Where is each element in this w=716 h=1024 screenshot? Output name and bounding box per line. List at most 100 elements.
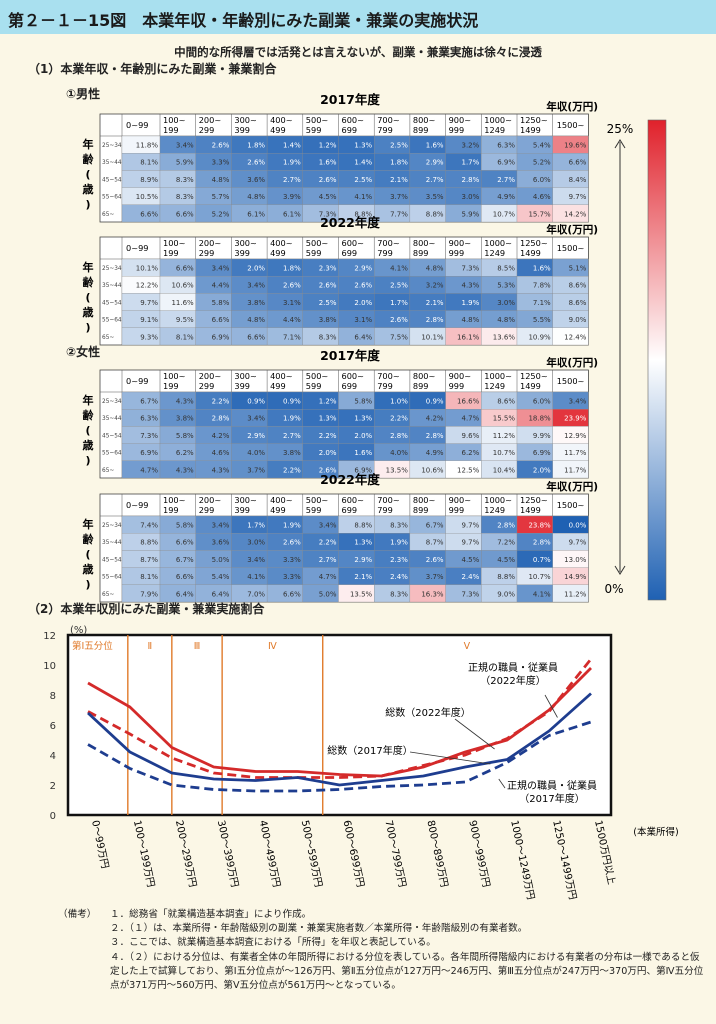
heat-cell-value: 16.1% xyxy=(457,333,480,341)
age-axis-label: ) xyxy=(85,198,90,211)
age-group-label: 55~64 xyxy=(102,575,122,581)
heat-cell-value: 14.9% xyxy=(564,573,587,581)
age-axis-label: 齢 xyxy=(83,275,95,289)
heat-cell-value: 5.4% xyxy=(212,573,230,581)
income-bracket-label: 299 xyxy=(199,505,215,515)
annotation-reg-2017: 正規の職員・従業員 xyxy=(507,779,597,792)
heat-cell xyxy=(552,460,589,479)
heat-cell-value: 4.9% xyxy=(426,449,444,457)
heat-cell-value: 3.8% xyxy=(283,449,301,457)
age-group-label: 35~44 xyxy=(102,416,122,422)
income-bracket-label: 600~ xyxy=(342,371,365,381)
heat-cell-value: 1.9% xyxy=(283,415,301,423)
age-group-label: 35~44 xyxy=(102,540,122,546)
heat-cell-value: 0.0% xyxy=(569,522,587,530)
age-group-label: 55~64 xyxy=(102,195,122,201)
annotation-arrow xyxy=(498,778,506,789)
heat-cell-value: 2.2% xyxy=(283,466,301,474)
heat-cell xyxy=(552,204,589,223)
y-tick-label: 8 xyxy=(50,691,56,702)
heat-cell-value: 13.6% xyxy=(493,333,516,341)
heat-cell-value: 1.9% xyxy=(390,539,408,547)
heat-cell-value: 8.6% xyxy=(569,299,587,307)
heat-cell-value: 12.5% xyxy=(457,466,480,474)
x-tick-label: 1000～1249万円 xyxy=(508,819,536,900)
income-unit: 年収(万円) xyxy=(546,223,598,236)
heatmap-year: 2022年度 xyxy=(320,215,380,230)
income-bracket-label: 500~ xyxy=(306,495,329,505)
heat-cell-value: 11.2% xyxy=(564,590,587,598)
heat-cell-value: 16.3% xyxy=(421,590,444,598)
income-bracket-label: 899 xyxy=(413,381,429,391)
heat-cell-value: 16.6% xyxy=(457,398,480,406)
heat-cell-value: 8.5% xyxy=(497,265,515,273)
heat-cell-value: 3.6% xyxy=(212,539,230,547)
income-bracket-label: 400~ xyxy=(270,495,293,505)
income-bracket-label: 300~ xyxy=(234,238,257,248)
heat-cell-value: 2.8% xyxy=(426,316,444,324)
heat-cell-value: 6.6% xyxy=(283,590,301,598)
heat-cell-value: 8.1% xyxy=(140,159,158,167)
heat-cell-value: 1.8% xyxy=(390,159,408,167)
heat-cell-value: 3.8% xyxy=(319,316,337,324)
age-group-label: 65~ xyxy=(102,592,114,598)
income-bracket-label: 999 xyxy=(449,125,465,135)
heat-cell-value: 6.6% xyxy=(569,159,587,167)
heat-cell-value: 7.1% xyxy=(533,299,551,307)
heat-cell-value: 5.0% xyxy=(319,590,337,598)
income-bracket-label: 1500~ xyxy=(557,376,585,386)
heat-cell-value: 3.7% xyxy=(390,193,408,201)
heat-cell-value: 4.4% xyxy=(212,282,230,290)
heat-cell-value: 1.3% xyxy=(354,539,372,547)
heat-cell-value: 6.2% xyxy=(176,449,194,457)
heat-cell-value: 10.6% xyxy=(421,466,444,474)
heat-cell-value: 6.9% xyxy=(212,333,230,341)
heat-cell-value: 5.3% xyxy=(497,282,515,290)
heat-cell-value: 2.5% xyxy=(354,176,372,184)
heat-cell-value: 4.2% xyxy=(426,415,444,423)
heat-cell-value: 7.1% xyxy=(283,333,301,341)
heat-cell-value: 11.6% xyxy=(171,299,194,307)
heat-cell-value: 8.6% xyxy=(497,398,515,406)
heat-cell-value: 3.4% xyxy=(247,415,265,423)
heat-cell-value: 4.5% xyxy=(462,556,480,564)
age-group-label: 25~34 xyxy=(102,266,122,272)
heat-cell-value: 8.8% xyxy=(426,210,444,218)
heat-cell-value: 6.4% xyxy=(176,590,194,598)
heat-cell-value: 9.0% xyxy=(569,316,587,324)
heat-cell-value: 1.3% xyxy=(354,415,372,423)
heat-cell-value: 9.1% xyxy=(140,316,158,324)
x-tick-label: 800～899万円 xyxy=(424,819,449,888)
section1-label: （1）本業年収・年齢別にみた副業・兼業割合 xyxy=(28,62,277,76)
heat-cell-value: 2.8% xyxy=(212,415,230,423)
heat-cell-value: 6.3% xyxy=(140,415,158,423)
heat-cell-value: 4.5% xyxy=(497,556,515,564)
age-axis-label: ) xyxy=(85,578,90,591)
income-bracket-label: 999 xyxy=(449,505,465,515)
income-bracket-label: 699 xyxy=(342,381,358,391)
heat-cell-value: 7.0% xyxy=(247,590,265,598)
scale-arrow-down xyxy=(614,565,626,575)
quintile-label: Ⅳ xyxy=(268,641,277,652)
heat-cell-value: 4.8% xyxy=(426,265,444,273)
heat-cell-value: 8.4% xyxy=(569,176,587,184)
heat-cell-value: 4.8% xyxy=(212,176,230,184)
age-group-label: 35~44 xyxy=(102,160,122,166)
age-axis-label: 歳 xyxy=(83,438,94,452)
heat-cell-value: 1.6% xyxy=(354,449,372,457)
annotation-reg-2022: 正規の職員・従業員 xyxy=(468,661,558,674)
heat-cell-value: 9.5% xyxy=(176,316,194,324)
heat-cell-value: 2.1% xyxy=(390,176,408,184)
heat-cell-value: 2.6% xyxy=(212,142,230,150)
heat-cell-value: 5.8% xyxy=(176,522,194,530)
income-bracket-label: 199 xyxy=(163,248,179,258)
heatmap-year: 2022年度 xyxy=(320,472,380,487)
heat-cell-value: 7.5% xyxy=(390,333,408,341)
income-bracket-label: 1250~ xyxy=(520,115,548,125)
heat-cell-value: 6.3% xyxy=(497,142,515,150)
heat-cell-value: 3.4% xyxy=(212,265,230,273)
heat-cell-value: 9.3% xyxy=(140,333,158,341)
income-bracket-label: 800~ xyxy=(413,495,436,505)
heat-cell-value: 2.6% xyxy=(319,282,337,290)
income-bracket-label: 1499 xyxy=(520,381,541,391)
